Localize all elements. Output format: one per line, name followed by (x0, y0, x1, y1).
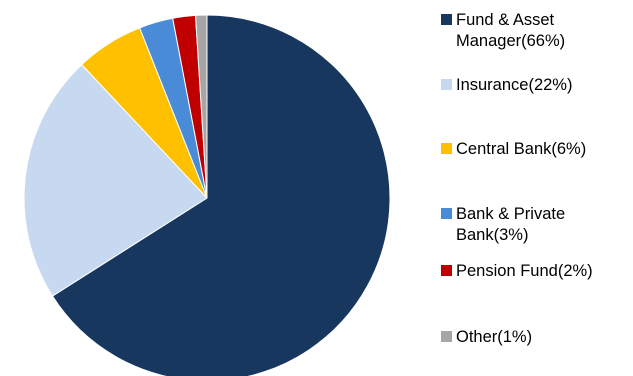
legend-label-3-line-1: Bank(3%) (456, 226, 528, 244)
legend-entry-3: Bank & Private Bank(3%) (441, 205, 565, 244)
legend-entry-0: Fund & Asset Manager(66%) (441, 11, 565, 50)
legend-label-5-line-0: Other(1%) (456, 328, 532, 346)
legend-marker-4 (441, 265, 452, 276)
legend-label-0-line-0: Fund & Asset (456, 11, 555, 29)
legend-marker-0 (441, 14, 452, 25)
legend-marker-5 (441, 331, 452, 342)
legend-label-3-line-0: Bank & Private (456, 205, 565, 223)
legend-entry-5: Other(1%) (441, 328, 532, 346)
legend-label-2-line-0: Central Bank(6%) (456, 140, 586, 158)
pie-slice-0 (51, 14, 391, 376)
pie-slices (23, 14, 391, 376)
legend-marker-2 (441, 143, 452, 154)
legend: Fund & Asset Manager(66%) Insurance(22%) Ce… (441, 11, 593, 346)
legend-label-4-line-0: Pension Fund(2%) (456, 262, 593, 280)
legend-marker-1 (441, 79, 452, 90)
legend-marker-3 (441, 208, 452, 219)
legend-entry-1: Insurance(22%) (441, 76, 572, 94)
legend-entry-2: Central Bank(6%) (441, 140, 586, 158)
legend-label-0-line-1: Manager(66%) (456, 32, 565, 50)
legend-label-1-line-0: Insurance(22%) (456, 76, 572, 94)
legend-entry-4: Pension Fund(2%) (441, 262, 593, 280)
pie-slice-5 (194, 14, 208, 199)
pie-slice-1 (23, 63, 208, 297)
